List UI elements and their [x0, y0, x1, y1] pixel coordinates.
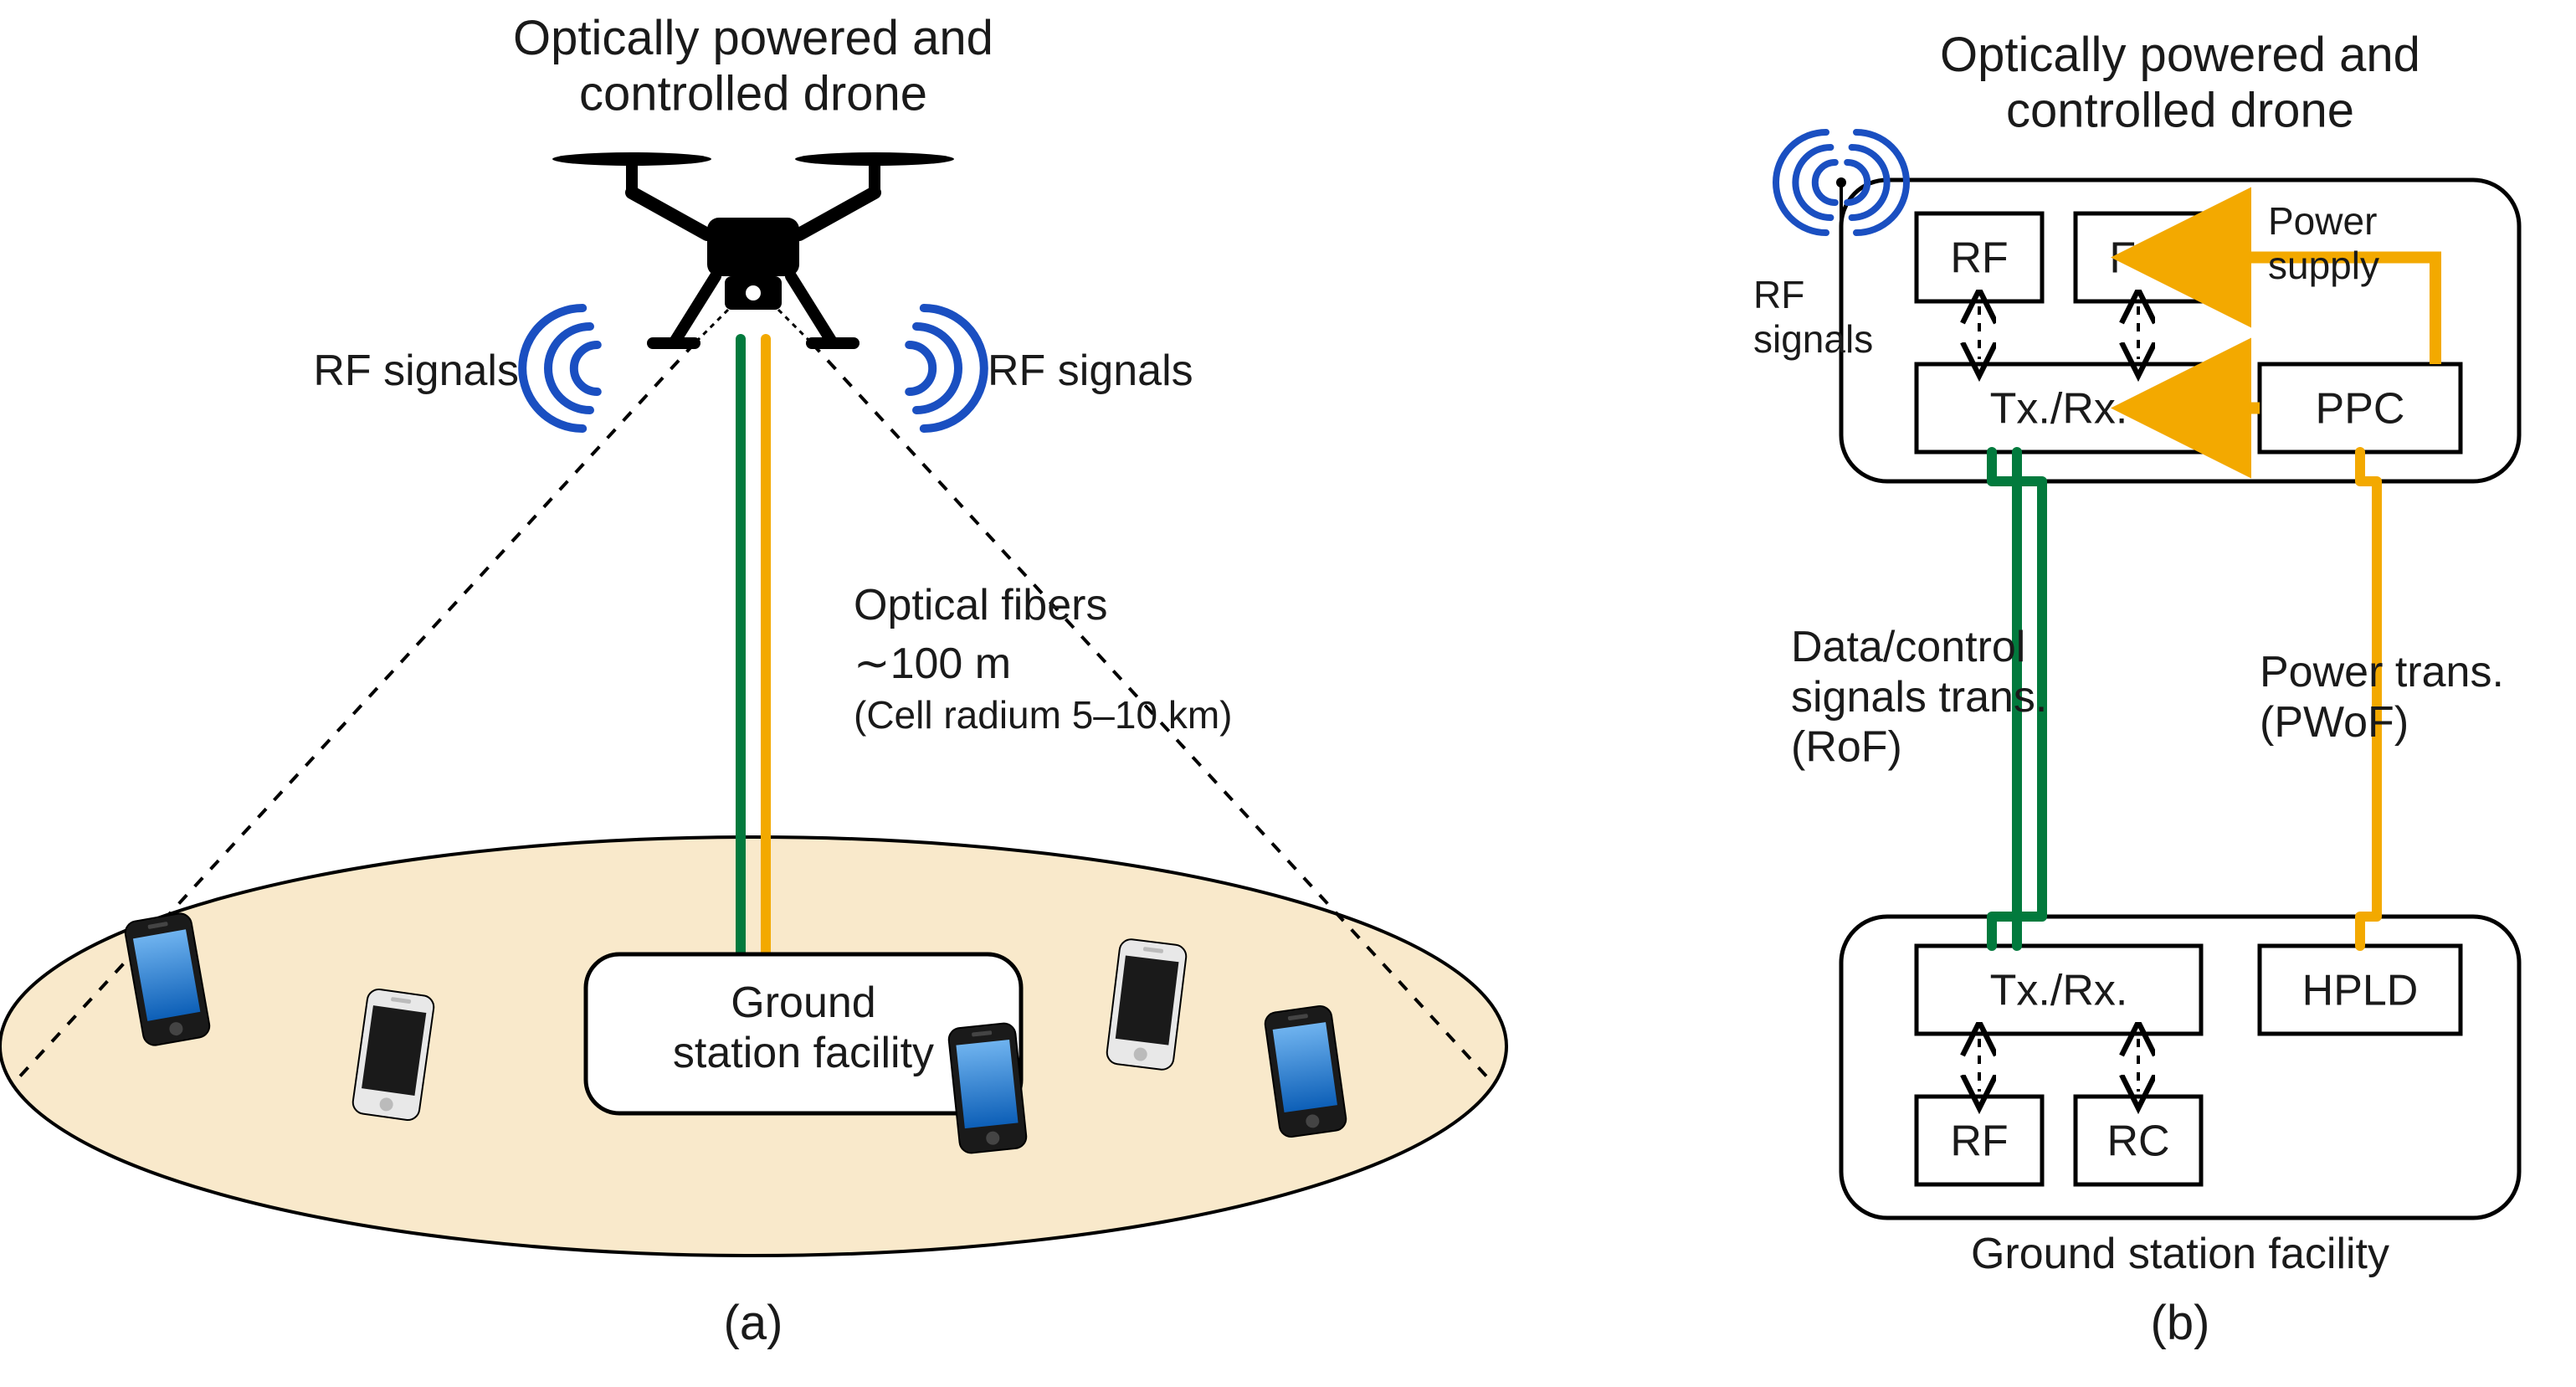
phone-icon — [947, 1022, 1027, 1154]
node-hpld-label: HPLD — [2302, 967, 2419, 1015]
rf-label-right: RF signals — [988, 347, 1193, 395]
panel-b: Optically powered andcontrolled drone Gro… — [1753, 28, 2519, 1350]
phone-icon — [1106, 938, 1188, 1071]
fiber-label-1: Optical fibers — [854, 581, 1107, 629]
node-txrx-top-label: Tx./Rx. — [1990, 385, 2128, 434]
node-txrx-bot-label: Tx./Rx. — [1990, 967, 2128, 1015]
node-rc-label: RC — [2106, 1117, 2169, 1166]
link-left-label: Data/controlsignals trans.(RoF) — [1791, 623, 2047, 772]
panel-a-title: Optically powered andcontrolled drone — [513, 11, 993, 121]
panel-b-caption: (b) — [2151, 1296, 2210, 1350]
node-rf-bot-label: RF — [1950, 1117, 2008, 1166]
node-rf-top-label: RF — [1950, 234, 2008, 283]
node-ppc-label: PPC — [2316, 385, 2405, 434]
antenna-tip — [1836, 177, 1846, 188]
rf-label-b: RFsignals — [1753, 273, 1873, 361]
rf-label-left: RF signals — [313, 347, 519, 395]
node-fc-label: FC — [2109, 234, 2167, 283]
fiber-label-2: ∼100 m — [854, 640, 1011, 688]
power-supply-label: Powersupply — [2268, 199, 2379, 287]
ground-station-label-b: Ground station facility — [1971, 1230, 2389, 1278]
rf-arcs-right — [909, 308, 984, 429]
panel-b-title: Optically powered andcontrolled drone — [1940, 28, 2420, 138]
drone-icon — [552, 152, 954, 343]
fiber-label-3: (Cell radium 5–10 km) — [854, 693, 1232, 737]
link-right-label: Power trans.(PWoF) — [2260, 648, 2504, 747]
rf-arcs-left — [522, 308, 598, 429]
panel-a: Groundstation facilityOptical fibers∼100… — [0, 11, 1506, 1350]
panel-a-caption: (a) — [724, 1296, 783, 1350]
antenna-arc-l — [1815, 162, 1835, 203]
